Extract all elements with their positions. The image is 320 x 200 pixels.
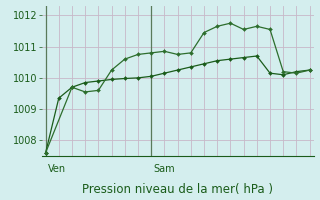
Text: Pression niveau de la mer( hPa ): Pression niveau de la mer( hPa ) [82, 183, 273, 196]
Text: Ven: Ven [48, 164, 66, 174]
Text: Sam: Sam [153, 164, 175, 174]
